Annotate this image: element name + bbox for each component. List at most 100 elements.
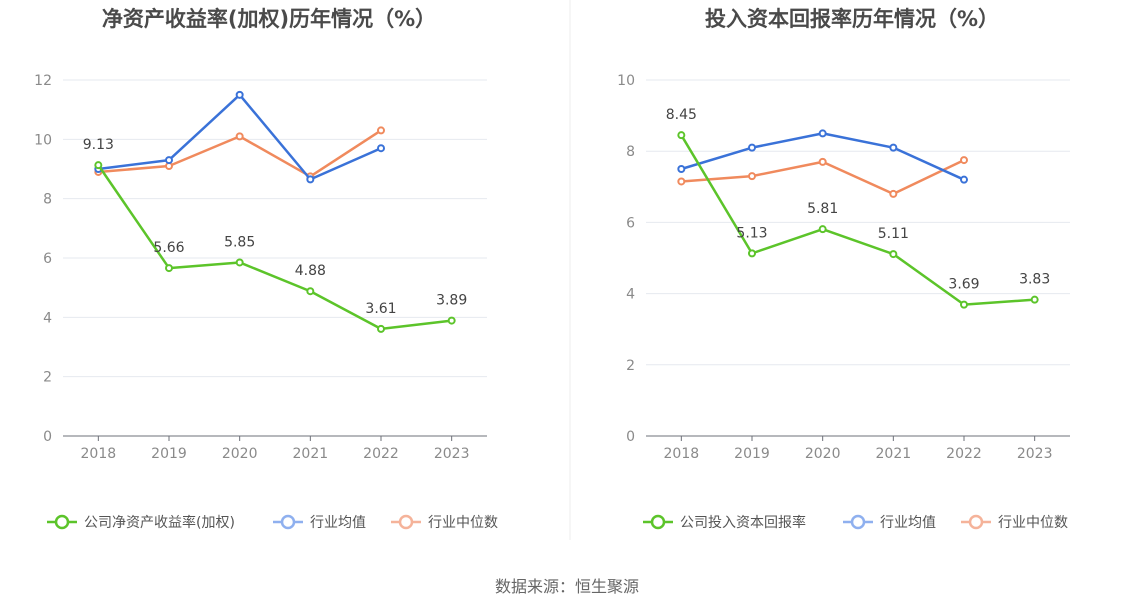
roe-x-tick-label: 2020 bbox=[222, 446, 258, 462]
roic-median-point[interactable] bbox=[818, 157, 827, 166]
roe-avg-point[interactable] bbox=[377, 144, 385, 153]
roe-company-point[interactable] bbox=[94, 161, 103, 170]
roic-legend-swatch-marker bbox=[850, 514, 866, 530]
roic-avg-point[interactable] bbox=[748, 143, 756, 152]
roic-legend-swatch-marker bbox=[650, 514, 666, 530]
roe-x-tick-label: 2019 bbox=[151, 446, 187, 462]
roic-avg-line bbox=[680, 132, 965, 181]
roe-company-point[interactable] bbox=[447, 316, 456, 325]
roic-median-point[interactable] bbox=[677, 177, 686, 186]
roic-data-label: 3.83 bbox=[1019, 272, 1050, 288]
roic-avg-point[interactable] bbox=[818, 129, 827, 138]
roe-axes: 0 2 4 6 8 10 12 2018 2019 2020 2021 2022 2023 bbox=[34, 73, 487, 462]
roic-data-label: 8.45 bbox=[666, 107, 697, 123]
roe-y-tick-label: 12 bbox=[34, 73, 52, 89]
roic-data-label: 3.69 bbox=[948, 277, 979, 293]
roic-legend-swatch-marker bbox=[968, 514, 984, 530]
roic-y-tick-label: 4 bbox=[626, 287, 635, 303]
roic-y-tick-label: 6 bbox=[626, 215, 635, 231]
roe-company-point[interactable] bbox=[165, 264, 173, 273]
roic-y-tick-label: 0 bbox=[626, 429, 635, 445]
roe-data-label: 5.66 bbox=[153, 240, 184, 256]
roe-legend-swatch-marker bbox=[54, 514, 70, 530]
roe-y-tick-label: 6 bbox=[43, 251, 52, 267]
roic-company-point[interactable] bbox=[1030, 295, 1039, 304]
roe-data-label: 9.13 bbox=[83, 137, 114, 153]
roic-avg-point[interactable] bbox=[960, 175, 968, 184]
roe-legend-label: 行业中位数 bbox=[428, 515, 498, 531]
roe-legend-item-avg[interactable]: 行业均值 bbox=[273, 514, 366, 531]
roe-avg-point[interactable] bbox=[306, 175, 315, 184]
roe-data-label: 5.85 bbox=[224, 234, 255, 250]
roe-series bbox=[94, 90, 456, 333]
roic-avg-point[interactable] bbox=[889, 143, 898, 152]
roic-grid bbox=[646, 79, 1070, 366]
roic-data-labels: 8.45 5.13 5.81 5.11 3.69 3.83 bbox=[666, 107, 1051, 292]
roic-company-point[interactable] bbox=[889, 250, 898, 259]
roe-legend-label: 行业均值 bbox=[310, 515, 366, 531]
roe-company-point[interactable] bbox=[235, 258, 244, 267]
roic-y-tick-label: 10 bbox=[617, 73, 635, 89]
roe-median-point[interactable] bbox=[377, 126, 385, 135]
roic-x-tick-label: 2022 bbox=[946, 446, 982, 462]
roe-data-label: 4.88 bbox=[295, 263, 326, 279]
roic-axes: 0 2 4 6 8 10 2018 2019 2020 2021 2022 2023 bbox=[617, 73, 1070, 462]
roic-x-tick-label: 2019 bbox=[734, 446, 770, 462]
roe-legend-swatch-marker bbox=[280, 514, 296, 530]
roic-company-point[interactable] bbox=[960, 300, 968, 309]
roic-data-label: 5.13 bbox=[736, 225, 767, 241]
roic-company-point[interactable] bbox=[677, 131, 686, 140]
roe-legend-item-median[interactable]: 行业中位数 bbox=[391, 514, 498, 531]
roic-legend-label: 行业均值 bbox=[880, 515, 936, 531]
roic-median-point[interactable] bbox=[960, 156, 968, 165]
roic-legend-item-median[interactable]: 行业中位数 bbox=[961, 514, 1068, 531]
roe-data-labels: 9.13 5.66 5.85 4.88 3.61 3.89 bbox=[83, 137, 468, 317]
roe-data-label: 3.61 bbox=[365, 301, 396, 317]
roe-company-line bbox=[97, 164, 452, 331]
roe-x-tick-label: 2018 bbox=[81, 446, 117, 462]
roic-y-tick-label: 2 bbox=[626, 358, 635, 374]
roe-chart: 净资产收益率(加权)历年情况（%） 0 2 4 6 8 10 12 2018 2019 2020 2… bbox=[34, 7, 498, 531]
roe-legend[interactable]: 公司净资产收益率(加权) 行业均值 行业中位数 bbox=[47, 514, 498, 531]
roic-legend-label: 行业中位数 bbox=[998, 515, 1068, 531]
roic-avg-point[interactable] bbox=[677, 165, 686, 173]
roe-x-tick-label: 2023 bbox=[434, 446, 470, 462]
roic-company-line bbox=[680, 134, 1035, 306]
roe-avg-point[interactable] bbox=[235, 90, 244, 99]
roe-company-point[interactable] bbox=[377, 324, 385, 333]
roe-median-point[interactable] bbox=[235, 132, 244, 141]
roic-chart-title: 投入资本回报率历年情况（%） bbox=[705, 7, 999, 31]
roic-x-tick-label: 2018 bbox=[664, 446, 700, 462]
roic-chart: 投入资本回报率历年情况（%） 0 2 4 6 8 10 2018 2019 2020 2021 20… bbox=[617, 7, 1070, 531]
roe-y-tick-label: 0 bbox=[43, 429, 52, 445]
data-source-note: 数据来源：恒生聚源 bbox=[495, 577, 639, 596]
roic-company-point[interactable] bbox=[748, 249, 756, 258]
roe-avg-point[interactable] bbox=[165, 156, 173, 165]
roe-x-tick-label: 2021 bbox=[293, 446, 329, 462]
roic-legend[interactable]: 公司投入资本回报率 行业均值 行业中位数 bbox=[643, 514, 1068, 531]
roic-legend-item-company[interactable]: 公司投入资本回报率 bbox=[643, 514, 806, 531]
roic-company-point[interactable] bbox=[818, 225, 827, 234]
roe-x-tick-label: 2022 bbox=[363, 446, 399, 462]
roe-y-tick-label: 8 bbox=[43, 192, 52, 208]
roe-legend-item-company[interactable]: 公司净资产收益率(加权) bbox=[47, 514, 235, 531]
roic-y-tick-label: 8 bbox=[626, 144, 635, 160]
roic-series bbox=[677, 129, 1039, 309]
roic-legend-label: 公司投入资本回报率 bbox=[680, 514, 806, 531]
roe-y-tick-label: 10 bbox=[34, 132, 52, 148]
roe-chart-title: 净资产收益率(加权)历年情况（%） bbox=[102, 7, 436, 31]
roe-data-label: 3.89 bbox=[436, 293, 467, 309]
roe-y-tick-label: 4 bbox=[43, 310, 52, 326]
roe-company-point[interactable] bbox=[306, 287, 315, 296]
roic-median-point[interactable] bbox=[889, 189, 898, 198]
roic-legend-item-avg[interactable]: 行业均值 bbox=[843, 514, 936, 531]
roe-grid bbox=[63, 79, 487, 378]
roe-legend-swatch-marker bbox=[398, 514, 414, 530]
roic-x-tick-label: 2023 bbox=[1017, 446, 1053, 462]
roic-x-tick-label: 2021 bbox=[876, 446, 912, 462]
roic-median-point[interactable] bbox=[748, 172, 756, 181]
roic-data-label: 5.81 bbox=[807, 201, 838, 217]
roic-x-tick-label: 2020 bbox=[805, 446, 841, 462]
roic-data-label: 5.11 bbox=[878, 226, 909, 242]
